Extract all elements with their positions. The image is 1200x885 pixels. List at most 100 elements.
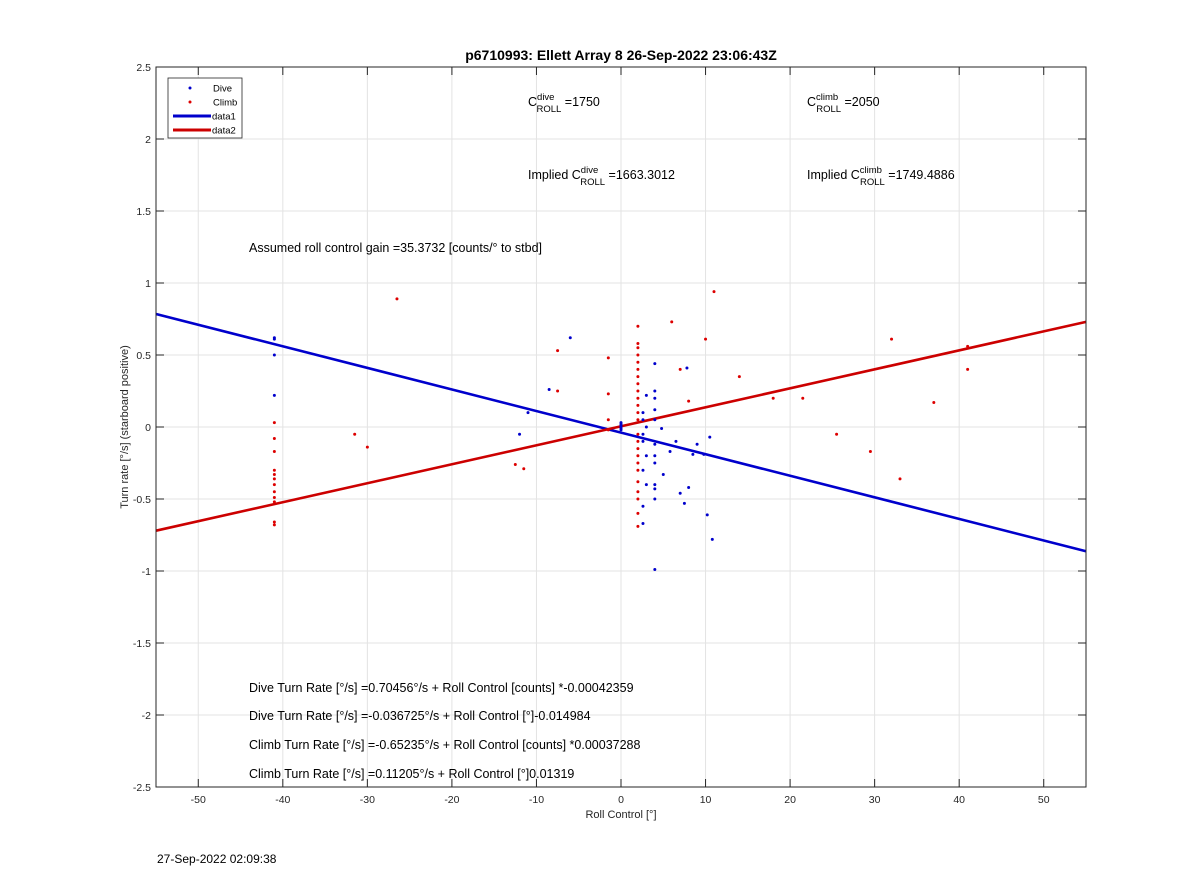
data-points: [272, 290, 970, 572]
legend-label-dive: Dive: [213, 84, 232, 95]
dive-counts-equation: Dive Turn Rate [°/s] =0.70456°/s + Roll …: [249, 681, 634, 695]
climb-point: [966, 344, 970, 348]
dive-point: [653, 396, 657, 400]
dive-point: [644, 483, 648, 487]
climb-point: [365, 445, 369, 449]
dive-point: [653, 408, 657, 412]
dive-point: [705, 513, 709, 517]
climb-point: [636, 375, 640, 379]
climb-point: [636, 346, 640, 350]
dive-point: [568, 336, 572, 340]
climb-point: [272, 520, 276, 524]
c-roll-dive-annotation: Cdive ROLL =1750: [528, 92, 600, 115]
climb-point: [272, 421, 276, 425]
climb-point: [636, 468, 640, 472]
climb-point: [636, 432, 640, 436]
chart-title: p6710993: Ellett Array 8 26-Sep-2022 23:…: [465, 47, 777, 63]
x-tick-label: -50: [191, 794, 206, 806]
climb-point: [704, 337, 708, 341]
climb-point: [272, 483, 276, 487]
climb-point: [606, 392, 610, 396]
dive-point: [702, 452, 706, 456]
dive-point: [653, 497, 657, 501]
climb-point: [272, 523, 276, 527]
climb-point: [272, 449, 276, 453]
climb-point: [636, 447, 640, 451]
y-tick-label: -1: [142, 566, 151, 578]
climb-point: [636, 353, 640, 357]
dive-point: [272, 393, 276, 397]
climb-point: [522, 467, 526, 471]
climb-point: [801, 396, 805, 400]
legend: Dive Climb data1 data2: [167, 77, 243, 139]
x-tick-label: 10: [700, 794, 712, 806]
dive-point: [641, 418, 645, 422]
climb-point: [272, 437, 276, 441]
climb-point: [890, 337, 894, 341]
c-roll-climb-annotation: Cclimb ROLL =2050: [807, 92, 880, 115]
dive-point: [653, 418, 657, 422]
climb-point: [636, 418, 640, 422]
dive-point: [691, 452, 695, 456]
legend-marker-climb: [188, 100, 192, 104]
dive-point: [644, 393, 648, 397]
climb-point: [868, 449, 872, 453]
dive-point: [653, 487, 657, 491]
climb-point: [272, 496, 276, 500]
y-tick-label: 1.5: [136, 206, 151, 218]
climb-point: [898, 477, 902, 481]
annotations: Cdive ROLL =1750 Cclimb ROLL =2050 Implied…: [249, 92, 955, 781]
dive-point: [682, 501, 686, 505]
dive-degrees-equation: Dive Turn Rate [°/s] =-0.036725°/s + Rol…: [249, 709, 591, 723]
dive-point: [518, 432, 522, 436]
y-tick-label: -1.5: [133, 638, 151, 650]
climb-point: [636, 480, 640, 484]
dive-point: [653, 483, 657, 487]
fit-line-data1: [155, 312, 1087, 553]
dive-point: [644, 425, 648, 429]
dive-point: [678, 491, 682, 495]
climb-point: [636, 367, 640, 371]
climb-point: [353, 432, 357, 436]
climb-point: [272, 500, 276, 504]
climb-point: [636, 439, 640, 443]
y-tick-label: -2: [142, 710, 151, 722]
dive-point: [272, 353, 276, 357]
x-tick-label: 30: [869, 794, 881, 806]
generated-timestamp: 27-Sep-2022 02:09:38: [157, 852, 277, 866]
implied-c-roll-dive-annotation: Implied Cdive ROLL =1663.3012: [528, 165, 675, 188]
y-tick-label: 2.5: [136, 62, 151, 74]
x-tick-label: -40: [275, 794, 290, 806]
dive-point: [653, 442, 657, 446]
dive-point: [641, 504, 645, 508]
climb-point: [513, 462, 517, 466]
legend-label-climb: Climb: [213, 98, 237, 109]
dive-point: [653, 461, 657, 465]
x-tick-label: -30: [360, 794, 375, 806]
dive-point: [619, 421, 623, 425]
y-tick-label: 0: [145, 422, 151, 434]
x-tick-label: -20: [444, 794, 459, 806]
x-tick-label: 40: [953, 794, 965, 806]
y-tick-label: -2.5: [133, 782, 151, 794]
climb-point: [556, 349, 560, 353]
dive-point: [272, 337, 276, 341]
climb-point: [687, 399, 691, 403]
climb-point: [272, 490, 276, 494]
dive-point: [619, 428, 623, 432]
climb-point: [636, 341, 640, 345]
climb-point: [272, 468, 276, 472]
roll-gain-annotation: Assumed roll control gain =35.3732 [coun…: [249, 241, 542, 255]
legend-marker-dive: [188, 86, 192, 90]
x-tick-label: -10: [529, 794, 544, 806]
climb-point: [395, 297, 399, 301]
climb-point: [606, 418, 610, 422]
climb-point: [670, 320, 674, 324]
dive-point: [674, 439, 678, 443]
climb-point: [636, 497, 640, 501]
climb-point: [636, 411, 640, 415]
y-tick-label: 2: [145, 134, 151, 146]
climb-point: [272, 473, 276, 477]
implied-c-roll-climb-annotation: Implied Cclimb ROLL =1749.4886: [807, 165, 955, 188]
climb-point: [272, 477, 276, 481]
